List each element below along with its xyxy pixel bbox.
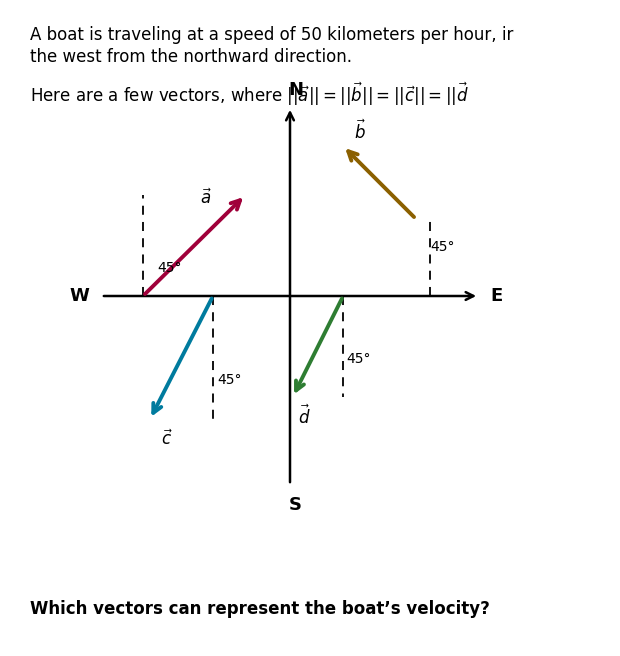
Text: W: W [70, 287, 90, 305]
Text: S: S [289, 496, 302, 514]
Text: 45°: 45° [346, 352, 371, 366]
Text: 45°: 45° [430, 240, 454, 254]
Text: 45°: 45° [217, 373, 242, 387]
Text: the west from the northward direction.: the west from the northward direction. [30, 48, 352, 66]
Text: $\vec{b}$: $\vec{b}$ [354, 119, 366, 142]
Text: E: E [490, 287, 502, 305]
Text: N: N [288, 81, 303, 98]
Text: $\vec{a}$: $\vec{a}$ [200, 188, 212, 208]
Text: $\vec{c}$: $\vec{c}$ [161, 429, 172, 449]
Text: 45°: 45° [157, 261, 182, 275]
Text: Which vectors can represent the boat’s velocity?: Which vectors can represent the boat’s v… [30, 600, 490, 618]
Text: $\vec{d}$: $\vec{d}$ [298, 405, 311, 428]
Text: Here are a few vectors, where $||\vec{a}|| = ||\vec{b}|| = ||\vec{c}|| = ||\vec{: Here are a few vectors, where $||\vec{a}… [30, 81, 469, 108]
Text: A boat is traveling at a speed of 50 kilometers per hour, ir: A boat is traveling at a speed of 50 kil… [30, 26, 513, 44]
